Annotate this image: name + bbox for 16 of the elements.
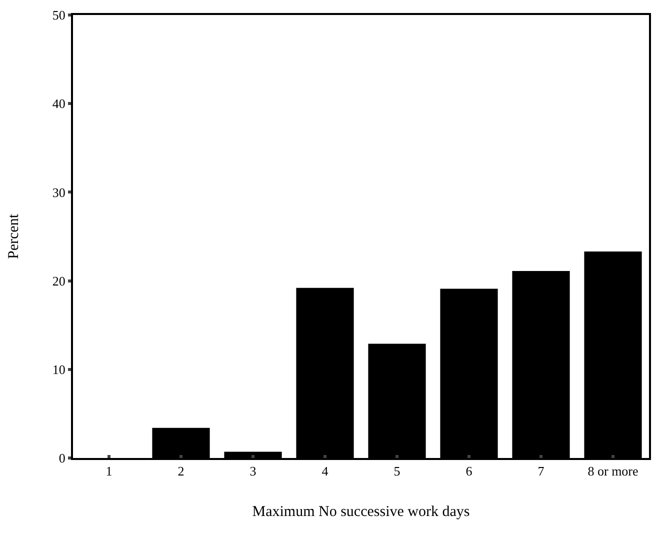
- y-tick-label: 20: [52, 273, 66, 288]
- y-tick-label: 10: [52, 362, 66, 377]
- x-tick-label: 3: [250, 464, 256, 479]
- x-tick-label: 1: [106, 464, 112, 479]
- x-tick-label: 8 or more: [588, 464, 638, 479]
- x-tick-label: 7: [538, 464, 545, 479]
- x-tick-label: 5: [394, 464, 400, 479]
- y-tick-label: 40: [52, 96, 66, 112]
- x-tick-label: 4: [322, 464, 329, 479]
- x-tick-label: 6: [466, 464, 473, 479]
- y-tick-label: 30: [52, 184, 66, 200]
- y-tick-label: 50: [52, 8, 66, 23]
- x-axis-title: Maximum No successive work days: [252, 504, 470, 520]
- x-tick-label: 2: [178, 464, 184, 479]
- y-tick-label: 0: [58, 450, 66, 466]
- y-axis-title: Percent: [6, 213, 22, 259]
